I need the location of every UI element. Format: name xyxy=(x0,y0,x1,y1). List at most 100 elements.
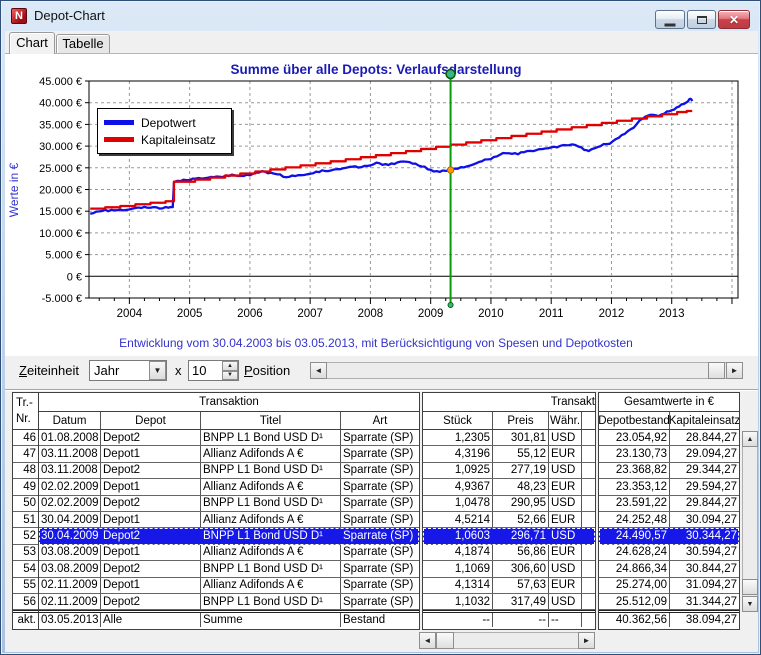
cell-art: Bestand xyxy=(341,613,419,627)
cell-nr: 46 xyxy=(13,430,38,445)
table-row[interactable]: 02.02.2009Depot1Allianz Adifonds A €Spar… xyxy=(39,479,419,495)
cell-titel: BNPP L1 Bond USD D¹ xyxy=(201,496,341,511)
cell-art: Sparrate (SP) xyxy=(341,496,419,511)
group-header-gesamtwerte: Gesamtwerte in € xyxy=(599,393,739,412)
cell-nr: 49 xyxy=(13,479,38,494)
table-row[interactable]: 4,319655,12EUR xyxy=(423,446,595,462)
y-tick-label: 35.000 € xyxy=(39,119,82,131)
depotwert-swatch xyxy=(104,120,134,125)
table-row[interactable]: 24.252,4830.094,27 xyxy=(599,512,739,528)
multiplier-stepper[interactable]: 10 ▲ ▼ xyxy=(188,360,239,381)
horizontal-scrollbar-thumb[interactable] xyxy=(436,632,454,649)
row-number[interactable]: 52 xyxy=(13,528,38,544)
column-headers: Datum Depot Titel Art xyxy=(39,412,419,430)
table-row[interactable]: 01.08.2008Depot2BNPP L1 Bond USD D¹Sparr… xyxy=(39,430,419,446)
cell-waehrung: USD xyxy=(549,561,582,576)
row-number[interactable]: akt. xyxy=(13,610,38,627)
scroll-up-button[interactable]: ▲ xyxy=(742,431,758,447)
cell-depot: Depot2 xyxy=(101,594,201,609)
cell-preis: 290,95 xyxy=(493,496,549,511)
cell-titel: Allianz Adifonds A € xyxy=(201,479,341,494)
table-row[interactable]: 03.08.2009Depot1Allianz Adifonds A €Spar… xyxy=(39,545,419,561)
position-scrollbar-thumb[interactable] xyxy=(708,362,725,379)
table-row[interactable]: 24.490,5730.344,27 xyxy=(599,528,739,544)
spin-down-button[interactable]: ▼ xyxy=(222,371,238,381)
scroll-right-button[interactable]: ► xyxy=(578,632,595,649)
table-row[interactable]: 1,1069306,60USD xyxy=(423,561,595,577)
table-row[interactable]: 03.11.2008Depot2BNPP L1 Bond USD D¹Sparr… xyxy=(39,463,419,479)
table-row[interactable]: 23.368,8229.344,27 xyxy=(599,463,739,479)
table-row[interactable]: 02.11.2009Depot2BNPP L1 Bond USD D¹Sparr… xyxy=(39,594,419,610)
table-row[interactable]: 30.04.2009Depot2BNPP L1 Bond USD D¹Sparr… xyxy=(39,528,419,544)
table-row-akt[interactable]: 40.362,5638.094,27 xyxy=(599,610,739,627)
group-header-transaktionswerte: Transakt xyxy=(423,393,595,412)
table-row[interactable]: 25.274,0031.094,27 xyxy=(599,578,739,594)
cell-depotbestand: 25.274,00 xyxy=(599,578,670,593)
cell-preis: 52,66 xyxy=(493,512,549,527)
table-row[interactable]: 1,0603296,71USD xyxy=(423,528,595,544)
x-tick-label: 2004 xyxy=(117,308,143,320)
combobox-dropdown-button[interactable]: ▼ xyxy=(149,361,166,380)
close-button[interactable]: ✕ xyxy=(718,10,750,29)
table-row-akt[interactable]: 03.05.2013AlleSummeBestand xyxy=(39,610,419,627)
table-vertical-scrollbar[interactable]: ▲ ▼ xyxy=(742,431,758,612)
tab-tabelle[interactable]: Tabelle xyxy=(56,34,110,54)
cell-waehrung: -- xyxy=(549,613,582,627)
col-header-preis: Preis xyxy=(493,412,549,429)
row-number[interactable]: 51 xyxy=(13,512,38,528)
table-horizontal-scrollbar[interactable]: ◄ ► xyxy=(419,632,595,649)
scroll-left-button[interactable]: ◄ xyxy=(310,362,327,379)
row-number[interactable]: 53 xyxy=(13,545,38,561)
table-row[interactable]: 02.11.2009Depot1Allianz Adifonds A €Spar… xyxy=(39,578,419,594)
table-row[interactable]: 24.628,2430.594,27 xyxy=(599,545,739,561)
row-number[interactable]: 56 xyxy=(13,594,38,610)
scroll-left-button[interactable]: ◄ xyxy=(419,632,436,649)
table-row[interactable]: 4,936748,23EUR xyxy=(423,479,595,495)
table-row[interactable]: 1,0478290,95USD xyxy=(423,496,595,512)
table-row[interactable]: 23.054,9228.844,27 xyxy=(599,430,739,446)
table-row[interactable]: 23.130,7329.094,27 xyxy=(599,446,739,462)
table-row[interactable]: 03.08.2009Depot2BNPP L1 Bond USD D¹Sparr… xyxy=(39,561,419,577)
row-number[interactable]: 55 xyxy=(13,578,38,594)
table-row[interactable]: 4,521452,66EUR xyxy=(423,512,595,528)
row-number[interactable]: 46 xyxy=(13,430,38,446)
arrow-left-icon: ◄ xyxy=(424,636,432,645)
cell-nr: akt. xyxy=(13,613,38,627)
cell-preis: 306,60 xyxy=(493,561,549,576)
table-row[interactable]: 4,187456,86EUR xyxy=(423,545,595,561)
arrow-up-icon: ▲ xyxy=(747,436,754,443)
row-number[interactable]: 49 xyxy=(13,479,38,495)
row-number[interactable]: 50 xyxy=(13,496,38,512)
maximize-button[interactable] xyxy=(687,10,716,29)
minimize-button[interactable] xyxy=(655,10,685,29)
table-row[interactable]: 1,1032317,49USD xyxy=(423,594,595,610)
table-row[interactable]: 4,131457,63EUR xyxy=(423,578,595,594)
table-row[interactable]: 1,0925277,19USD xyxy=(423,463,595,479)
table-row[interactable]: 30.04.2009Depot1Allianz Adifonds A €Spar… xyxy=(39,512,419,528)
cell-depot: Alle xyxy=(101,613,201,627)
cell-waehrung: USD xyxy=(549,463,582,478)
row-number[interactable]: 54 xyxy=(13,561,38,577)
cell-nr: 47 xyxy=(13,446,38,461)
table-row[interactable]: 24.866,3430.844,27 xyxy=(599,561,739,577)
row-number[interactable]: 47 xyxy=(13,446,38,462)
vertical-scrollbar-thumb[interactable] xyxy=(742,579,758,595)
table-row[interactable]: 23.353,1229.594,27 xyxy=(599,479,739,495)
position-scrollbar[interactable]: ◄ ► xyxy=(310,362,743,379)
cell-datum: 02.11.2009 xyxy=(39,578,101,593)
tab-chart[interactable]: Chart xyxy=(9,32,55,54)
table-row[interactable]: 03.11.2008Depot1Allianz Adifonds A €Spar… xyxy=(39,446,419,462)
table-row[interactable]: 25.512,0931.344,27 xyxy=(599,594,739,610)
scroll-down-button[interactable]: ▼ xyxy=(742,596,758,612)
table-row[interactable]: 02.02.2009Depot2BNPP L1 Bond USD D¹Sparr… xyxy=(39,496,419,512)
cell-depotbestand: 23.054,92 xyxy=(599,430,670,445)
cell-stueck: 1,0478 xyxy=(423,496,493,511)
title-bar[interactable]: N Depot-Chart ✕ xyxy=(1,1,760,31)
row-number[interactable]: 48 xyxy=(13,463,38,479)
scroll-right-button[interactable]: ► xyxy=(726,362,743,379)
spin-up-button[interactable]: ▲ xyxy=(222,361,238,371)
table-row[interactable]: 1,2305301,81USD xyxy=(423,430,595,446)
table-row[interactable]: 23.591,2229.844,27 xyxy=(599,496,739,512)
zeiteinheit-combobox[interactable]: Jahr ▼ xyxy=(89,360,167,381)
table-row-akt[interactable]: ------ xyxy=(423,610,595,627)
